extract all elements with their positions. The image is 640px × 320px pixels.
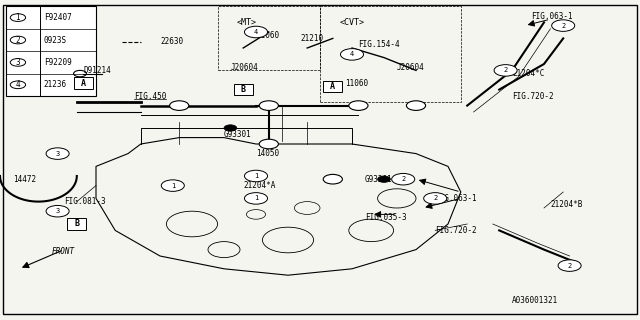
Circle shape — [323, 174, 342, 184]
Text: 0923S: 0923S — [44, 36, 67, 44]
Text: 1: 1 — [171, 183, 175, 188]
Text: 4: 4 — [254, 29, 258, 35]
Text: 2: 2 — [504, 68, 508, 73]
Circle shape — [349, 101, 368, 110]
Text: 1: 1 — [15, 13, 20, 22]
Circle shape — [494, 65, 517, 76]
Text: A: A — [330, 82, 335, 91]
FancyBboxPatch shape — [234, 84, 253, 95]
Circle shape — [224, 125, 237, 131]
Text: 21204*B: 21204*B — [550, 200, 583, 209]
Text: F92209: F92209 — [44, 58, 72, 67]
Text: <CVT>: <CVT> — [339, 18, 364, 27]
Text: B: B — [74, 220, 79, 228]
Text: F92407: F92407 — [44, 13, 72, 22]
Text: 11060: 11060 — [346, 79, 369, 88]
Circle shape — [259, 139, 278, 149]
Text: J20604: J20604 — [230, 63, 258, 72]
Circle shape — [552, 20, 575, 31]
Circle shape — [392, 173, 415, 185]
Text: 2: 2 — [433, 196, 437, 201]
Text: <MT>: <MT> — [237, 18, 257, 27]
Circle shape — [558, 260, 581, 271]
Text: A: A — [81, 79, 86, 88]
Text: 4: 4 — [15, 80, 20, 89]
Text: G93301: G93301 — [365, 175, 392, 184]
Circle shape — [74, 70, 86, 77]
Text: 11060: 11060 — [256, 31, 279, 40]
Text: FRONT: FRONT — [51, 247, 74, 256]
Circle shape — [340, 49, 364, 60]
Text: 2: 2 — [568, 263, 572, 268]
Text: FIG.063-1: FIG.063-1 — [435, 194, 477, 203]
Text: D91214: D91214 — [83, 66, 111, 75]
Text: FIG.720-2: FIG.720-2 — [435, 226, 477, 235]
Circle shape — [378, 176, 390, 182]
Text: G93301: G93301 — [224, 130, 252, 139]
Text: FIG.720-2: FIG.720-2 — [512, 92, 554, 100]
Text: FIG.035-3: FIG.035-3 — [365, 213, 406, 222]
Text: 3: 3 — [56, 151, 60, 156]
Circle shape — [46, 148, 69, 159]
Text: 3: 3 — [56, 208, 60, 214]
Text: 21236: 21236 — [44, 80, 67, 89]
Circle shape — [244, 26, 268, 38]
Text: J20604: J20604 — [397, 63, 424, 72]
Circle shape — [161, 180, 184, 191]
Text: 21204*C: 21204*C — [512, 69, 545, 78]
Text: 21210: 21210 — [301, 34, 324, 43]
Text: 2: 2 — [401, 176, 405, 182]
Text: 3: 3 — [15, 58, 20, 67]
Text: 1: 1 — [254, 196, 258, 201]
Circle shape — [46, 205, 69, 217]
Text: 4: 4 — [350, 52, 354, 57]
FancyBboxPatch shape — [323, 81, 342, 92]
Text: FIG.081-3: FIG.081-3 — [64, 197, 106, 206]
Text: 2: 2 — [561, 23, 565, 28]
FancyBboxPatch shape — [67, 218, 86, 230]
Text: FIG.154-4: FIG.154-4 — [358, 40, 400, 49]
FancyBboxPatch shape — [6, 6, 96, 96]
Text: 14472: 14472 — [13, 175, 36, 184]
Circle shape — [244, 170, 268, 182]
Circle shape — [259, 101, 278, 110]
Text: 1: 1 — [254, 173, 258, 179]
Text: 2: 2 — [15, 36, 20, 44]
Text: FIG.450: FIG.450 — [134, 92, 167, 100]
Circle shape — [424, 193, 447, 204]
Text: 22630: 22630 — [160, 37, 183, 46]
Text: B: B — [241, 85, 246, 94]
FancyBboxPatch shape — [74, 77, 93, 89]
Text: A036001321: A036001321 — [512, 296, 558, 305]
Circle shape — [244, 193, 268, 204]
Circle shape — [406, 101, 426, 110]
Text: 21204*A: 21204*A — [243, 181, 276, 190]
Circle shape — [170, 101, 189, 110]
Text: FIG.063-1: FIG.063-1 — [531, 12, 573, 20]
Text: 14050: 14050 — [256, 149, 279, 158]
